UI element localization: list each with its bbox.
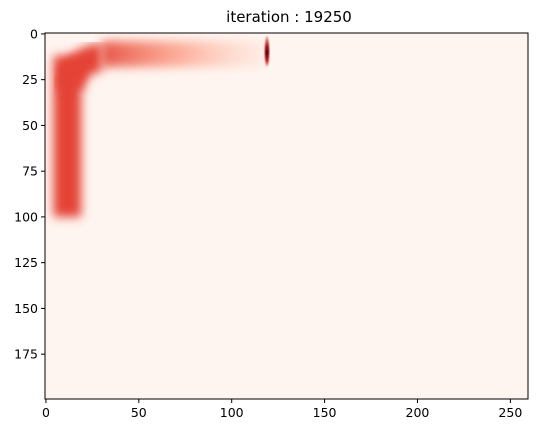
y-tick-label: 175	[14, 347, 38, 362]
heatmap-area	[45, 33, 528, 399]
y-tick-label: 25	[22, 72, 38, 87]
y-tick-label: 100	[14, 209, 38, 224]
x-tick-label: 0	[42, 405, 50, 420]
x-tick-label: 200	[406, 405, 430, 420]
x-tick-label: 250	[498, 405, 522, 420]
tip-spike	[265, 36, 269, 67]
x-tick-label: 150	[313, 405, 337, 420]
y-tick-label: 125	[14, 255, 38, 270]
x-axis: 0 50 100 150 200 250	[42, 399, 522, 420]
y-tick-label: 50	[22, 118, 38, 133]
x-tick-label: 100	[220, 405, 244, 420]
x-tick-label: 50	[131, 405, 147, 420]
chart-title: iteration : 19250	[226, 8, 352, 26]
y-tick-label: 150	[14, 301, 38, 316]
y-axis: 0 25 50 75 100 125 150 175	[14, 26, 45, 361]
heatmap-background	[45, 33, 528, 399]
horizontal-band	[102, 41, 265, 67]
y-tick-label: 75	[22, 164, 38, 179]
y-tick-label: 0	[30, 26, 38, 41]
